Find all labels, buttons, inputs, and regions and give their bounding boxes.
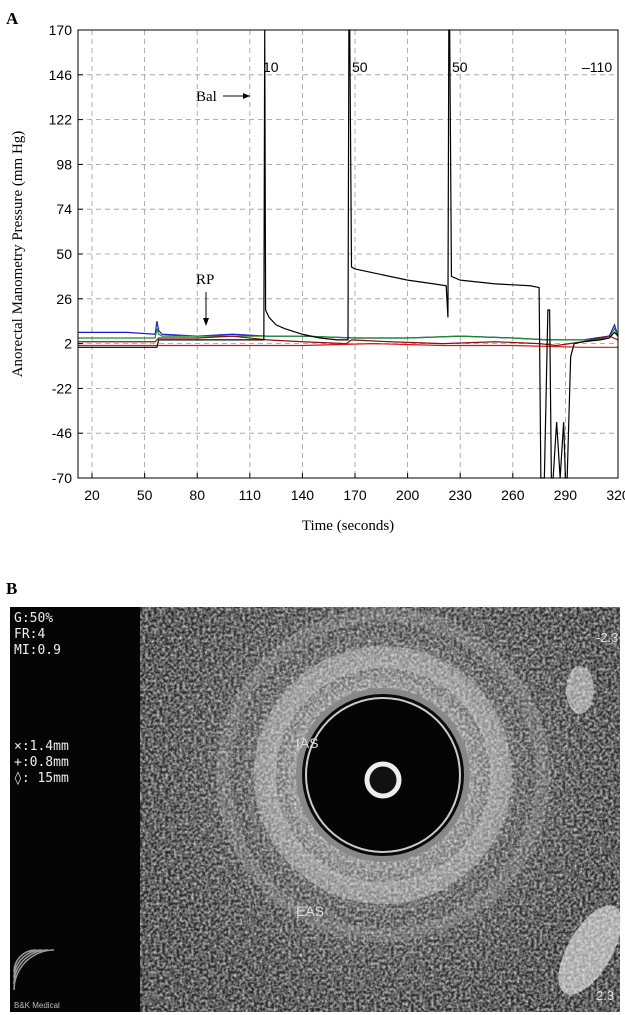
x-tick-label: 230: [449, 487, 473, 503]
annotation: 50: [452, 59, 468, 75]
scale-label: 2.3: [596, 988, 614, 1003]
x-tick-label: 290: [554, 487, 578, 503]
y-tick-label: 26: [56, 291, 72, 307]
x-axis-label: Time (seconds): [302, 518, 394, 534]
data-line: [78, 335, 618, 347]
y-tick-label: -46: [52, 425, 72, 441]
annotation: 10: [263, 59, 279, 75]
annotation: RP: [196, 272, 214, 288]
setting: FR:4: [14, 627, 45, 642]
measurement: ×:1.4mm: [14, 739, 69, 754]
x-tick-label: 20: [84, 487, 100, 503]
y-tick-label: -70: [52, 470, 72, 486]
plot-frame: [77, 29, 619, 479]
y-tick-label: 170: [49, 22, 73, 38]
x-tick-label: 170: [343, 487, 367, 503]
annotation: Bal: [196, 89, 217, 105]
data-line: [78, 342, 618, 348]
structure-label: EAS: [296, 903, 324, 919]
setting: G:50%: [14, 611, 53, 626]
annotation: –110: [582, 59, 612, 75]
y-tick-label: 2: [64, 336, 72, 352]
setting: MI:0.9: [14, 643, 61, 658]
bright-patch: [566, 666, 594, 714]
y-tick-label: 98: [56, 156, 72, 172]
panel-label: B: [6, 579, 17, 598]
arrow-head: [203, 318, 209, 326]
brand: B&K Medical: [14, 1001, 60, 1010]
x-tick-label: 260: [501, 487, 525, 503]
arrow-head: [243, 93, 250, 99]
x-tick-label: 80: [189, 487, 205, 503]
measurement: +:0.8mm: [14, 755, 69, 770]
y-axis-label: Anorectal Manometry Pressure (mm Hg): [10, 131, 26, 378]
measurement: ◊: 15mm: [14, 771, 69, 786]
y-tick-label: 122: [49, 112, 73, 128]
scale-label: -2.3: [596, 630, 618, 645]
y-tick-label: -22: [52, 380, 72, 396]
x-tick-label: 320: [606, 487, 625, 503]
ring: [216, 608, 550, 942]
x-tick-label: 200: [396, 487, 420, 503]
chart: 170 146 122 98 74 50 26 2 -22 -46 -70 20 50 80 110 140 1…: [49, 22, 625, 503]
y-tick-label: 74: [56, 201, 72, 217]
y-tick-label: 146: [49, 67, 73, 83]
y-tick-label: 50: [56, 246, 72, 262]
probe-icon: [13, 949, 55, 991]
panel-label: A: [6, 9, 19, 28]
structure-label: IAS: [296, 735, 319, 751]
ultrasound-image: [10, 607, 622, 1012]
ring: [254, 646, 512, 904]
data-line: [78, 327, 618, 341]
annotation: 50: [352, 59, 368, 75]
x-tick-label: 50: [137, 487, 153, 503]
bright-patch: [558, 905, 622, 995]
probe: [364, 761, 402, 799]
x-tick-label: 110: [239, 487, 262, 503]
x-tick-label: 140: [291, 487, 315, 503]
